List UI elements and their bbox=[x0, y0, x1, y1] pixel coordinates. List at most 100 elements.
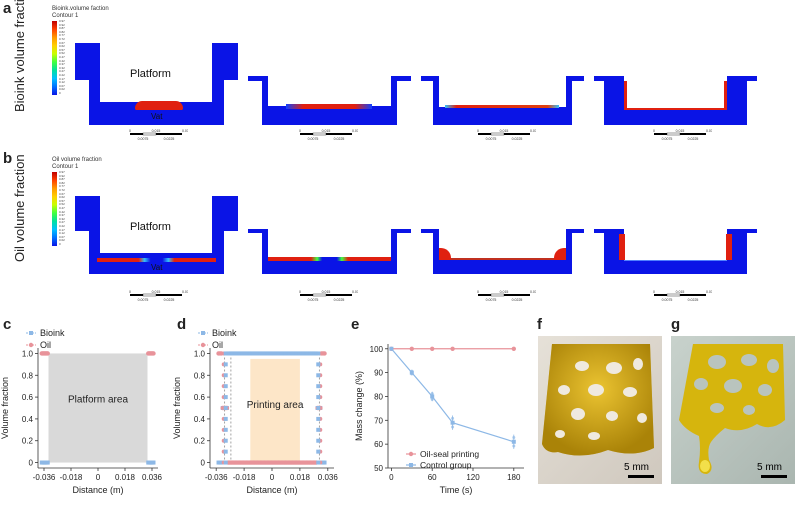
colorbar-tick: 0.82 bbox=[59, 29, 65, 34]
oil-layer-b-4 bbox=[624, 260, 727, 261]
y-tick-label: 1.0 bbox=[194, 349, 206, 358]
data-point-bioink bbox=[316, 416, 321, 421]
data-point-oil bbox=[151, 351, 156, 356]
bioink-layer-a-2 bbox=[286, 104, 372, 109]
scale-label: 0 bbox=[129, 290, 131, 294]
scalebar-b-4: 0 0.015 0.03 (m) 0.0075 0.0225 bbox=[652, 289, 719, 303]
replicate-point bbox=[451, 425, 455, 429]
scale-label: 0 bbox=[129, 129, 131, 133]
colorbar-tick: 0.72 bbox=[59, 36, 65, 41]
legend-label-oil: Oil bbox=[40, 340, 51, 350]
x-tick-label: 0 bbox=[270, 473, 275, 482]
data-point-bioink bbox=[223, 395, 228, 400]
sim-a-3 bbox=[421, 33, 584, 125]
data-point-bioink bbox=[316, 438, 321, 443]
colorbar-tick: 0.77 bbox=[59, 33, 65, 38]
platform-label-a: Platform bbox=[130, 68, 171, 80]
panel-c-label: c bbox=[3, 316, 12, 333]
data-point-control bbox=[409, 370, 414, 375]
x-tick-label: 0.018 bbox=[290, 473, 311, 482]
x-tick-label: 0 bbox=[389, 473, 394, 482]
oil-layer-b-2 bbox=[268, 257, 391, 261]
data-point-control bbox=[430, 394, 435, 399]
x-axis-label: Distance (m) bbox=[72, 485, 123, 495]
y-tick-label: 0.8 bbox=[194, 371, 206, 380]
y-axis-label: Mass change (%) bbox=[354, 371, 364, 441]
data-point-bioink bbox=[316, 373, 321, 378]
x-tick-label: 120 bbox=[466, 473, 480, 482]
colorbar-tick: 0.17 bbox=[59, 227, 65, 232]
colorbar-tick: 0.12 bbox=[59, 80, 65, 85]
data-point-bioink bbox=[316, 427, 321, 432]
scale-label: 0 bbox=[477, 129, 479, 133]
y-tick-label: 70 bbox=[374, 416, 383, 425]
vat-label-a: Vat bbox=[151, 112, 163, 121]
colorbar-tick: 0.07 bbox=[59, 83, 65, 88]
panel-f-label: f bbox=[537, 316, 542, 333]
panel-g-label: g bbox=[671, 316, 681, 333]
colorbar-tick: 0.37 bbox=[59, 62, 65, 67]
scale-label: 0.0075 bbox=[308, 137, 319, 141]
colorbar-b-ticks: 0.97 0.92 0.87 0.82 0.77 0.72 0.67 0.62 0.57 0.52… bbox=[59, 170, 73, 247]
colorbar-tick: 0.42 bbox=[59, 209, 65, 214]
y-tick-label: 0 bbox=[29, 459, 34, 468]
data-point-bioink bbox=[223, 351, 228, 356]
y-tick-label: 80 bbox=[374, 392, 383, 401]
legend-marker-control bbox=[409, 463, 413, 467]
scale-label: 0.0075 bbox=[308, 298, 319, 302]
data-point-bioink bbox=[223, 438, 228, 443]
scalebar-a-4: 0 0.015 0.03 (m) 0.0075 0.0225 bbox=[652, 128, 719, 142]
chart-d: Printing area -0.036 -0.018 0 0.018 0.036 0 0.2… bbox=[172, 328, 338, 495]
sim-a-2 bbox=[248, 33, 411, 125]
colorbar-tick: 0.62 bbox=[59, 195, 65, 200]
colorbar-b bbox=[52, 172, 57, 246]
colorbar-tick: 0.77 bbox=[59, 184, 65, 189]
y-tick-label: 60 bbox=[374, 440, 383, 449]
chart-e: 0 60 120 180 50 60 70 80 90 100 Time (s) Mass chang… bbox=[354, 344, 524, 495]
legend-label-bioink: Bioink bbox=[212, 328, 237, 338]
colorbar-tick: 0.97 bbox=[59, 170, 65, 174]
colorbar-tick: 0.07 bbox=[59, 234, 65, 239]
x-tick-label: -0.036 bbox=[205, 473, 228, 482]
scale-label: 0 bbox=[653, 290, 655, 294]
colorbar-a-ticks: 0.97 0.92 0.87 0.82 0.77 0.72 0.67 0.62 0.57 0.52… bbox=[59, 19, 73, 96]
data-point-bioink bbox=[219, 460, 224, 465]
data-point-oil bbox=[322, 351, 327, 356]
sim-a-4 bbox=[594, 33, 757, 125]
legend-marker-bioink bbox=[29, 331, 33, 335]
data-point-oil-seal bbox=[511, 346, 516, 351]
data-point-bioink bbox=[316, 384, 321, 389]
legend-marker-oil-seal bbox=[408, 451, 414, 457]
platform-area-region bbox=[48, 353, 148, 463]
x-tick-label: 0 bbox=[96, 473, 101, 482]
replicate-point bbox=[512, 444, 516, 448]
colorbar-tick: 0.27 bbox=[59, 220, 65, 225]
replicate-point bbox=[430, 397, 434, 401]
data-point-bioink bbox=[45, 460, 50, 465]
colorbar-tick: 0.22 bbox=[59, 72, 65, 77]
bioink-layer-a-4 bbox=[624, 108, 727, 110]
data-point-bioink bbox=[223, 406, 228, 410]
scale-label: 0.015 bbox=[152, 290, 161, 294]
scale-label: 0 bbox=[653, 129, 655, 133]
scale-label: 0.0225 bbox=[688, 298, 699, 302]
scalebar-a-3: 0 0.015 0.03 (m) 0.0075 0.0225 bbox=[476, 128, 543, 142]
y-axis-label: Volume fraction bbox=[172, 377, 182, 439]
y-tick-label: 100 bbox=[370, 345, 384, 354]
data-point-control bbox=[511, 439, 516, 444]
colorbar-tick: 0.17 bbox=[59, 76, 65, 81]
scale-label: 0.015 bbox=[322, 290, 331, 294]
chart-c: Platform area -0.036 -0.018 0 0.018 0.036 0 0.2… bbox=[0, 328, 163, 495]
data-point-control bbox=[450, 420, 455, 425]
legend-label-control: Control group bbox=[420, 460, 472, 470]
oil-layer-b-1 bbox=[97, 258, 216, 262]
x-tick-label: -0.036 bbox=[33, 473, 56, 482]
y-tick-label: 0.2 bbox=[22, 437, 34, 446]
oil-layer-b-3 bbox=[451, 258, 554, 260]
colorbar-tick: 0.27 bbox=[59, 69, 65, 74]
row-a-title: Bioink volume fraction bbox=[12, 0, 27, 112]
scalebar-a-1: 0 0.015 0.03 (m) 0.0075 0.0225 bbox=[128, 128, 195, 142]
legend-label-bioink: Bioink bbox=[40, 328, 65, 338]
gel-construct-f bbox=[542, 344, 654, 456]
colorbar-tick: 0.47 bbox=[59, 54, 65, 59]
